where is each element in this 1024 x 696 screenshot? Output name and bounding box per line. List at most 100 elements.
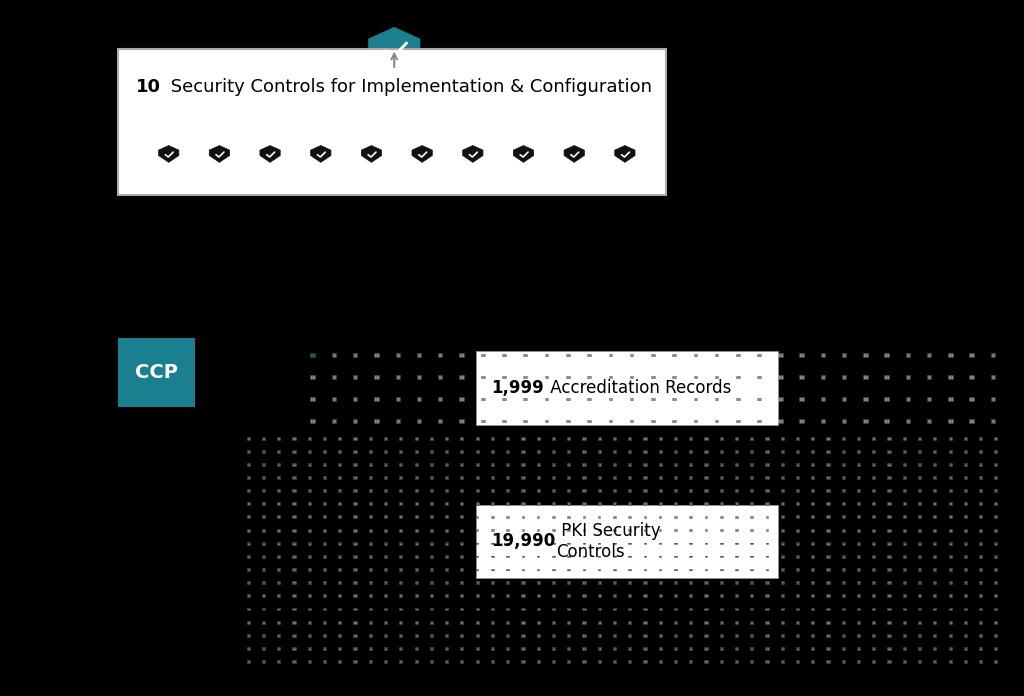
FancyBboxPatch shape: [674, 555, 677, 558]
FancyBboxPatch shape: [689, 489, 692, 492]
FancyBboxPatch shape: [643, 436, 646, 440]
FancyBboxPatch shape: [903, 608, 906, 610]
FancyBboxPatch shape: [369, 568, 372, 571]
FancyBboxPatch shape: [506, 450, 509, 452]
FancyBboxPatch shape: [353, 436, 356, 440]
FancyBboxPatch shape: [598, 647, 601, 650]
FancyBboxPatch shape: [778, 354, 782, 358]
FancyBboxPatch shape: [369, 621, 372, 624]
FancyBboxPatch shape: [857, 541, 860, 545]
FancyBboxPatch shape: [842, 418, 846, 422]
FancyBboxPatch shape: [369, 608, 372, 610]
FancyBboxPatch shape: [872, 476, 876, 479]
FancyBboxPatch shape: [735, 354, 740, 358]
FancyBboxPatch shape: [643, 450, 646, 452]
FancyBboxPatch shape: [445, 503, 449, 505]
FancyBboxPatch shape: [643, 503, 646, 505]
FancyBboxPatch shape: [384, 436, 387, 440]
FancyBboxPatch shape: [872, 608, 876, 610]
FancyBboxPatch shape: [765, 503, 769, 505]
FancyBboxPatch shape: [751, 621, 754, 624]
FancyBboxPatch shape: [332, 375, 336, 379]
FancyBboxPatch shape: [353, 634, 356, 637]
FancyBboxPatch shape: [630, 354, 634, 358]
FancyBboxPatch shape: [612, 476, 616, 479]
FancyBboxPatch shape: [905, 375, 910, 379]
FancyBboxPatch shape: [415, 436, 418, 440]
FancyBboxPatch shape: [757, 354, 761, 358]
FancyBboxPatch shape: [948, 503, 951, 505]
FancyBboxPatch shape: [353, 621, 356, 624]
FancyBboxPatch shape: [735, 476, 738, 479]
FancyBboxPatch shape: [430, 594, 433, 597]
FancyBboxPatch shape: [399, 634, 402, 637]
FancyBboxPatch shape: [552, 476, 555, 479]
FancyBboxPatch shape: [903, 450, 906, 452]
FancyBboxPatch shape: [796, 581, 799, 584]
FancyBboxPatch shape: [903, 436, 906, 440]
FancyBboxPatch shape: [506, 555, 509, 558]
FancyBboxPatch shape: [658, 436, 662, 440]
FancyBboxPatch shape: [598, 476, 601, 479]
FancyBboxPatch shape: [353, 516, 356, 519]
FancyBboxPatch shape: [628, 555, 632, 558]
FancyBboxPatch shape: [323, 450, 327, 452]
FancyBboxPatch shape: [374, 418, 379, 422]
FancyBboxPatch shape: [872, 555, 876, 558]
FancyBboxPatch shape: [643, 608, 646, 610]
FancyBboxPatch shape: [643, 529, 646, 532]
FancyBboxPatch shape: [689, 608, 692, 610]
FancyBboxPatch shape: [460, 581, 464, 584]
FancyBboxPatch shape: [933, 660, 937, 663]
FancyBboxPatch shape: [674, 541, 677, 545]
FancyBboxPatch shape: [445, 660, 449, 663]
FancyBboxPatch shape: [384, 529, 387, 532]
FancyBboxPatch shape: [735, 555, 738, 558]
FancyBboxPatch shape: [811, 541, 814, 545]
FancyBboxPatch shape: [751, 634, 754, 637]
FancyBboxPatch shape: [964, 489, 967, 492]
FancyBboxPatch shape: [278, 581, 281, 584]
FancyBboxPatch shape: [399, 568, 402, 571]
FancyBboxPatch shape: [552, 463, 555, 466]
FancyBboxPatch shape: [720, 555, 723, 558]
FancyBboxPatch shape: [612, 516, 616, 519]
FancyBboxPatch shape: [672, 354, 676, 358]
FancyBboxPatch shape: [506, 476, 509, 479]
FancyBboxPatch shape: [430, 555, 433, 558]
FancyBboxPatch shape: [933, 647, 937, 650]
FancyBboxPatch shape: [720, 568, 723, 571]
FancyBboxPatch shape: [780, 516, 784, 519]
FancyBboxPatch shape: [933, 529, 937, 532]
FancyBboxPatch shape: [521, 634, 524, 637]
FancyBboxPatch shape: [857, 463, 860, 466]
FancyBboxPatch shape: [857, 450, 860, 452]
FancyBboxPatch shape: [608, 418, 612, 422]
FancyBboxPatch shape: [262, 476, 265, 479]
FancyBboxPatch shape: [307, 555, 311, 558]
FancyBboxPatch shape: [523, 397, 527, 401]
FancyBboxPatch shape: [994, 647, 997, 650]
FancyBboxPatch shape: [689, 476, 692, 479]
FancyBboxPatch shape: [537, 647, 540, 650]
FancyBboxPatch shape: [780, 503, 784, 505]
FancyBboxPatch shape: [979, 647, 982, 650]
FancyBboxPatch shape: [506, 608, 509, 610]
FancyBboxPatch shape: [475, 581, 479, 584]
FancyBboxPatch shape: [811, 608, 814, 610]
FancyBboxPatch shape: [735, 568, 738, 571]
FancyBboxPatch shape: [705, 516, 708, 519]
FancyBboxPatch shape: [872, 436, 876, 440]
FancyBboxPatch shape: [658, 516, 662, 519]
FancyBboxPatch shape: [826, 581, 829, 584]
FancyBboxPatch shape: [872, 516, 876, 519]
FancyBboxPatch shape: [811, 463, 814, 466]
FancyBboxPatch shape: [811, 450, 814, 452]
FancyBboxPatch shape: [353, 660, 356, 663]
FancyBboxPatch shape: [369, 463, 372, 466]
FancyBboxPatch shape: [310, 375, 315, 379]
FancyBboxPatch shape: [445, 436, 449, 440]
FancyBboxPatch shape: [778, 375, 782, 379]
FancyBboxPatch shape: [293, 647, 296, 650]
FancyBboxPatch shape: [765, 541, 769, 545]
